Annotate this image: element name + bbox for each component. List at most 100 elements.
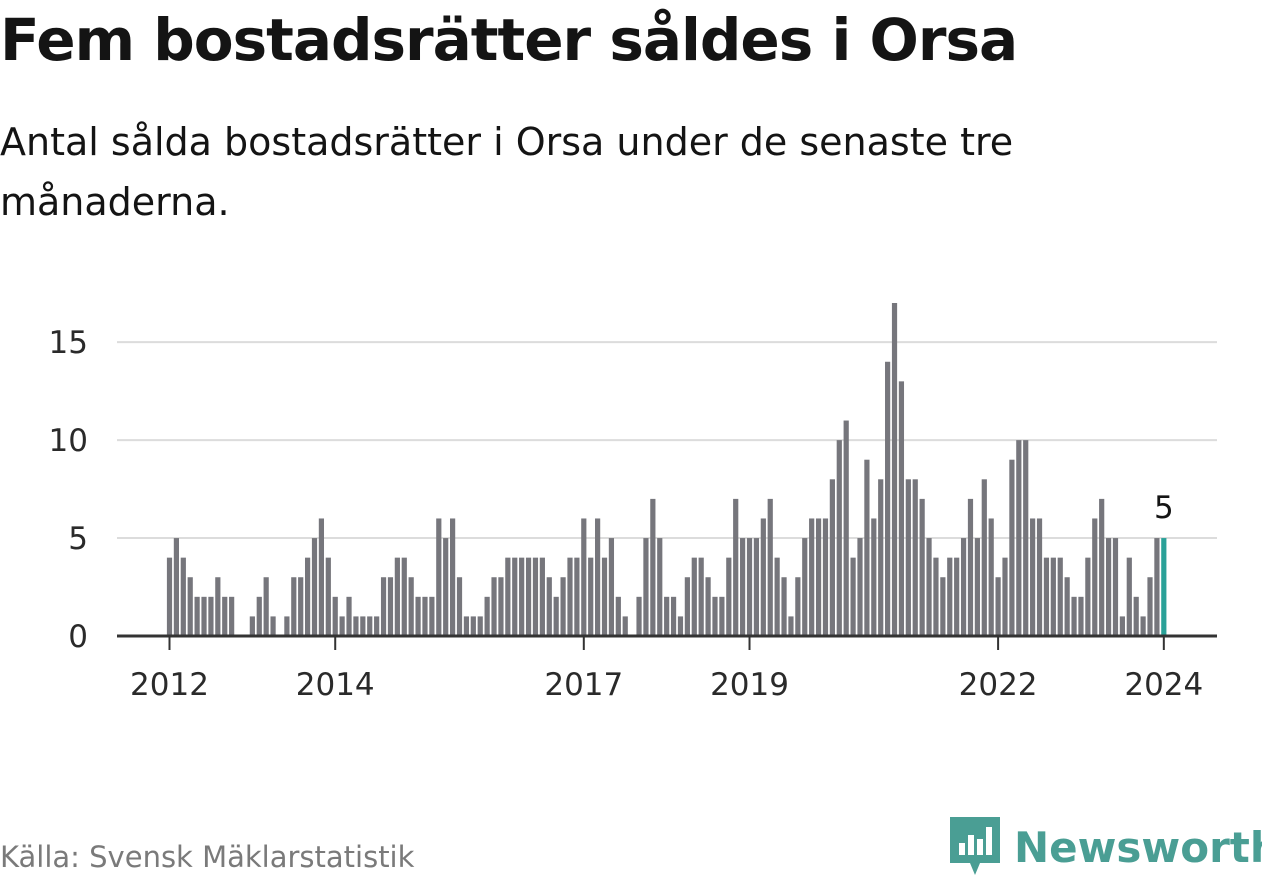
y-tick-label: 10 — [49, 423, 88, 459]
brand-name: Newsworthy — [1014, 822, 1262, 872]
x-tick-label: 2017 — [544, 667, 623, 703]
bar — [574, 557, 580, 636]
bar — [1023, 440, 1029, 636]
bar — [795, 577, 801, 636]
bar — [215, 577, 221, 636]
bar — [484, 596, 490, 636]
bar — [705, 577, 711, 636]
bar — [1099, 498, 1105, 636]
bar — [1002, 557, 1008, 636]
bar — [450, 518, 456, 636]
bar — [408, 577, 414, 636]
bar — [360, 616, 366, 636]
bar — [553, 596, 559, 636]
bar — [947, 557, 953, 636]
bar — [346, 596, 352, 636]
bar — [498, 577, 504, 636]
bar — [912, 479, 918, 636]
bar — [229, 596, 235, 636]
bar — [436, 518, 442, 636]
bar — [919, 498, 925, 636]
bar — [677, 616, 684, 636]
bar — [525, 557, 532, 636]
bar — [940, 577, 946, 636]
bar — [857, 538, 863, 636]
bar — [657, 538, 663, 636]
bar — [636, 596, 642, 636]
bar — [1140, 616, 1146, 636]
bar — [208, 596, 214, 636]
bar — [850, 557, 856, 636]
bar — [615, 596, 621, 636]
bar — [926, 538, 932, 636]
bar — [270, 616, 276, 636]
gridlines — [117, 341, 1217, 540]
bar — [726, 557, 732, 636]
bar — [353, 616, 359, 636]
bar — [878, 479, 884, 636]
bar — [608, 538, 615, 636]
bar — [781, 577, 787, 636]
bar — [767, 498, 773, 636]
tick-labels: 0 5 10 15 2012 2014 2017 2019 2022 2024 5 — [49, 325, 1204, 703]
bar — [740, 538, 746, 636]
bar — [305, 557, 311, 636]
bar — [415, 596, 421, 636]
bar — [891, 303, 898, 636]
bar — [981, 479, 987, 636]
bar — [1071, 596, 1077, 636]
bar — [166, 557, 173, 636]
bar — [1009, 459, 1015, 636]
bar — [581, 518, 587, 636]
bar — [256, 596, 262, 636]
bar — [712, 596, 718, 636]
bar — [746, 538, 753, 636]
bar — [843, 420, 849, 636]
bar — [1016, 440, 1022, 636]
x-tick-label: 2014 — [296, 667, 375, 703]
bar — [1092, 518, 1098, 636]
bar — [864, 459, 870, 636]
bar — [774, 557, 780, 636]
axes — [117, 634, 1217, 650]
bar — [829, 479, 835, 636]
chart-subtitle: Antal sålda bostadsrätter i Orsa under d… — [0, 120, 1014, 224]
bar — [1133, 596, 1139, 636]
bar — [753, 538, 760, 636]
bar — [836, 440, 842, 636]
bar — [380, 577, 387, 636]
bar — [546, 577, 552, 636]
bar — [1147, 577, 1153, 636]
bar — [650, 498, 656, 636]
bar — [339, 616, 345, 636]
bar — [1030, 518, 1036, 636]
newsworthy-logo[interactable]: Newsworthy — [950, 817, 1262, 877]
bar — [1078, 596, 1084, 636]
bar — [684, 577, 690, 636]
y-tick-label: 5 — [68, 521, 88, 557]
bar — [664, 596, 670, 636]
bar — [670, 596, 677, 636]
bar — [491, 577, 497, 636]
bar — [194, 596, 200, 636]
bar — [967, 498, 974, 636]
bar — [698, 557, 704, 636]
bar — [733, 498, 739, 636]
bar — [470, 616, 476, 636]
chart-title: Fem bostadsrätter såldes i Orsa — [0, 6, 1018, 74]
bar — [187, 577, 193, 636]
bar — [1043, 557, 1050, 636]
highlight-bar — [1161, 538, 1167, 636]
bar — [505, 557, 511, 636]
bar — [291, 577, 297, 636]
bar — [643, 538, 649, 636]
bar — [263, 577, 269, 636]
bar — [898, 381, 905, 636]
bar — [387, 577, 394, 636]
bar — [601, 557, 608, 636]
x-tick-label: 2019 — [710, 667, 789, 703]
bar — [885, 361, 891, 636]
bar — [443, 538, 449, 636]
bar — [622, 616, 628, 636]
